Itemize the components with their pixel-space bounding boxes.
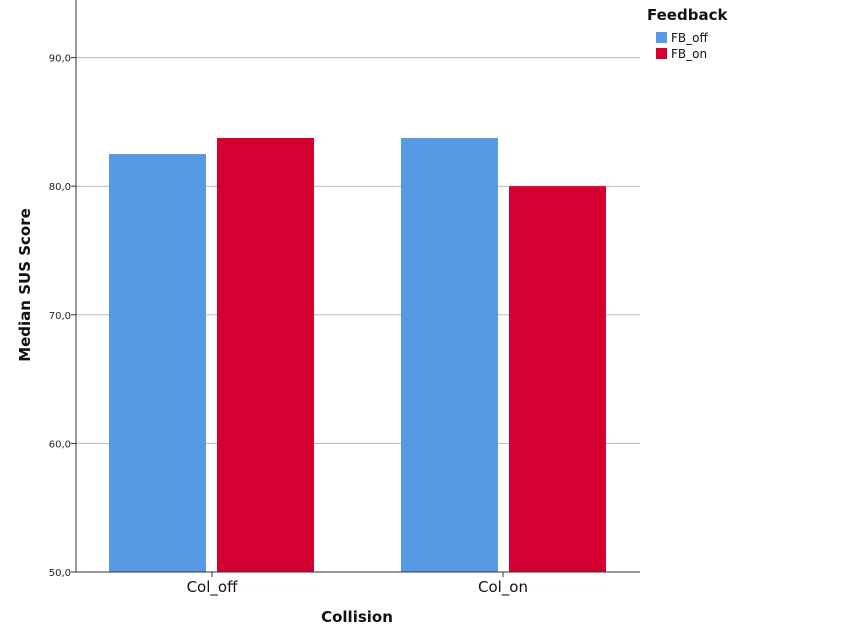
bar-FB_on-Col_off [217,137,314,572]
bars [109,137,606,573]
bar-FB_off-Col_off [109,154,206,573]
legend-items: FB_off FB_on [656,31,708,61]
bar-FB_off-Col_on [401,137,498,572]
legend-swatch-FB_off [656,32,667,43]
y-tick-label: 50,0 [49,568,71,579]
y-axis-title: Median SUS Score [16,208,34,362]
x-category-label: Col_on [478,578,528,597]
y-tick-label: 70,0 [49,311,71,322]
legend-title: Feedback [647,6,728,24]
y-tick-label: 80,0 [49,182,71,193]
y-tick-label: 60,0 [49,439,71,450]
legend-swatch-FB_on [656,48,667,59]
bar-FB_on-Col_on [509,186,606,572]
axes [75,0,640,573]
legend-label-FB_on: FB_on [671,47,707,61]
y-tick-labels: 50,0 60,0 70,0 80,0 90,0 [49,54,71,579]
x-category-labels: Col_off Col_on [187,572,528,597]
y-tick-label: 90,0 [49,54,71,65]
legend-label-FB_off: FB_off [671,31,708,45]
legend: Feedback FB_off FB_on [647,6,728,61]
x-category-label: Col_off [187,578,238,597]
x-axis-title: Collision [321,608,393,626]
